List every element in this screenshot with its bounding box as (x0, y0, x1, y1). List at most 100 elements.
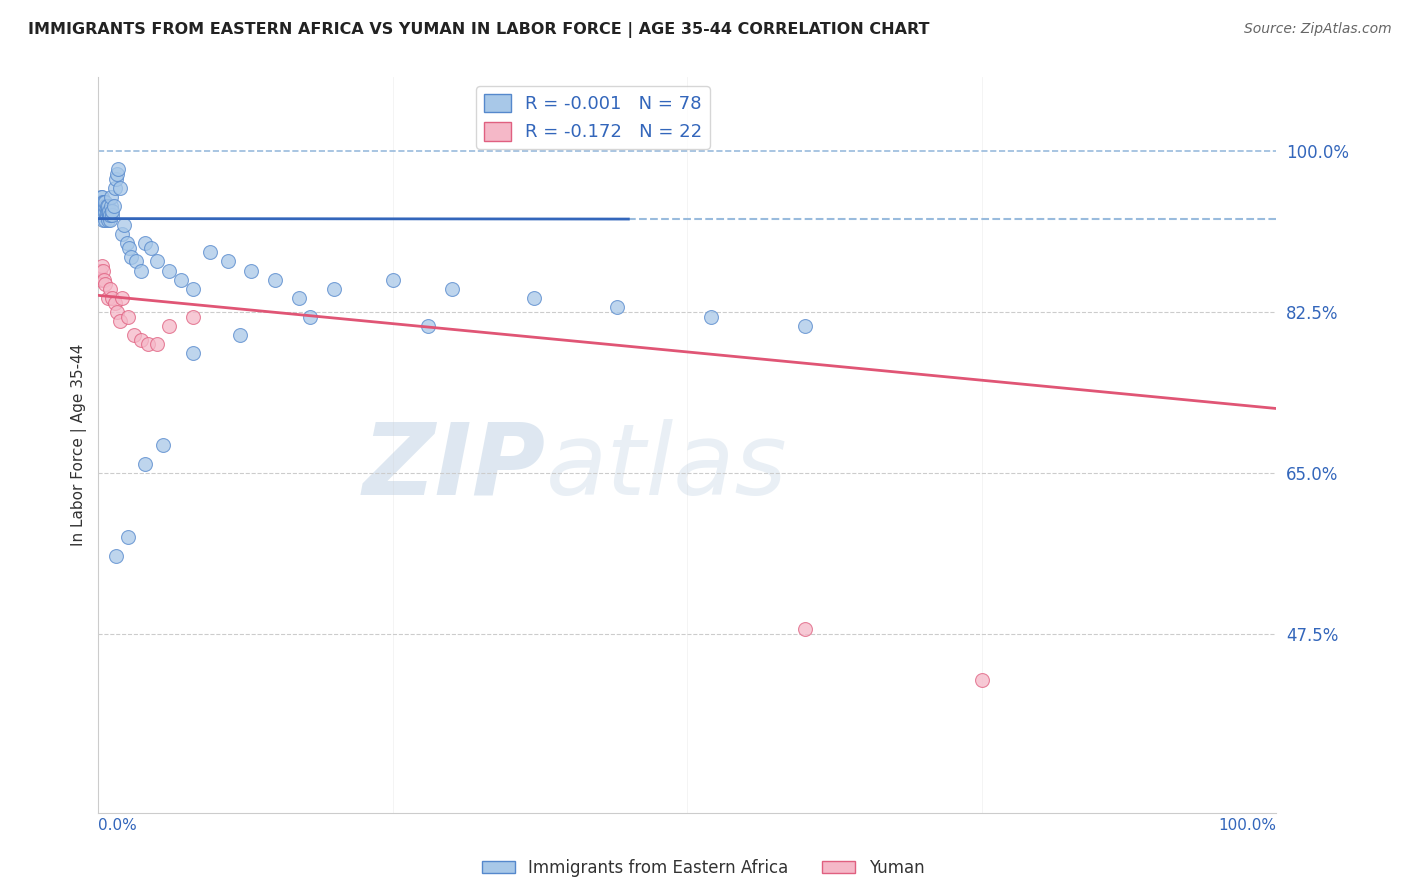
Point (90, 194, 112, 209)
Text: Source: ZipAtlas.com: Source: ZipAtlas.com (1244, 22, 1392, 37)
Legend: Immigrants from Eastern Africa, Yuman: Immigrants from Eastern Africa, Yuman (475, 853, 931, 884)
Point (90, 190, 112, 204)
Point (100, 190, 122, 204)
Point (146, 254, 169, 268)
Point (97, 199, 120, 213)
Point (94, 199, 117, 213)
Point (91, 263, 114, 277)
Point (91, 203, 114, 218)
Point (97, 208, 120, 222)
Point (122, 327, 145, 342)
Point (606, 301, 628, 315)
Point (287, 291, 309, 305)
Text: 100.0%: 100.0% (1218, 818, 1277, 833)
Point (240, 263, 263, 277)
Point (90, 208, 112, 222)
Point (129, 263, 152, 277)
Point (381, 273, 404, 287)
Point (228, 327, 250, 342)
Point (322, 282, 344, 296)
Point (89, 203, 111, 218)
Point (90, 203, 112, 218)
Point (181, 282, 204, 296)
Point (111, 227, 134, 241)
Point (146, 337, 169, 351)
Point (90, 203, 112, 218)
Point (97, 203, 120, 218)
Point (104, 181, 127, 195)
Point (94, 203, 117, 218)
Point (89, 194, 111, 209)
Point (181, 310, 204, 324)
Point (101, 208, 124, 222)
Point (105, 167, 128, 181)
Point (217, 254, 239, 268)
Point (117, 530, 139, 544)
Point (134, 235, 156, 250)
Point (93, 194, 115, 209)
Point (108, 181, 131, 195)
Point (170, 273, 193, 287)
Point (101, 203, 124, 218)
Point (105, 549, 128, 563)
Point (104, 295, 127, 310)
Point (115, 235, 138, 250)
Point (98, 282, 121, 296)
Point (90, 208, 112, 222)
Point (90, 273, 112, 287)
Point (700, 310, 723, 324)
Point (90, 194, 112, 209)
Point (90, 199, 112, 213)
Point (125, 254, 148, 268)
Point (157, 318, 180, 333)
Point (94, 213, 117, 227)
Text: IMMIGRANTS FROM EASTERN AFRICA VS YUMAN IN LABOR FORCE | AGE 35-44 CORRELATION C: IMMIGRANTS FROM EASTERN AFRICA VS YUMAN … (28, 22, 929, 38)
Point (105, 171, 128, 186)
Point (100, 199, 122, 213)
Point (103, 199, 125, 213)
Text: 0.0%: 0.0% (98, 818, 138, 833)
Point (141, 241, 163, 255)
Point (794, 318, 817, 333)
Point (136, 337, 159, 351)
Point (118, 241, 141, 255)
Point (91, 213, 114, 227)
Point (96, 203, 118, 218)
Point (93, 208, 115, 222)
Point (129, 333, 152, 347)
Text: atlas: atlas (546, 419, 787, 516)
Point (91, 194, 114, 209)
Point (98, 213, 121, 227)
Y-axis label: In Labor Force | Age 35-44: In Labor Force | Age 35-44 (72, 344, 87, 547)
Point (93, 199, 115, 213)
Point (112, 218, 135, 232)
Point (96, 208, 118, 222)
Point (416, 318, 439, 333)
Point (91, 199, 114, 213)
Point (101, 291, 124, 305)
Point (93, 273, 115, 287)
Point (107, 162, 129, 177)
Point (97, 203, 120, 218)
Point (90, 190, 112, 204)
Legend: R = -0.001   N = 78, R = -0.172   N = 22: R = -0.001 N = 78, R = -0.172 N = 22 (477, 87, 710, 149)
Point (93, 203, 115, 218)
Point (299, 310, 322, 324)
Point (134, 457, 156, 471)
Point (152, 438, 174, 452)
Point (200, 245, 222, 260)
Point (440, 282, 463, 296)
Point (264, 273, 287, 287)
Point (89, 263, 111, 277)
Point (105, 305, 128, 319)
Point (98, 208, 121, 222)
Point (90, 199, 112, 213)
Point (111, 291, 134, 305)
Point (117, 310, 139, 324)
Point (120, 250, 142, 264)
Point (90, 259, 112, 273)
Point (89, 199, 111, 213)
Point (157, 263, 180, 277)
Point (181, 346, 204, 360)
Point (523, 291, 546, 305)
